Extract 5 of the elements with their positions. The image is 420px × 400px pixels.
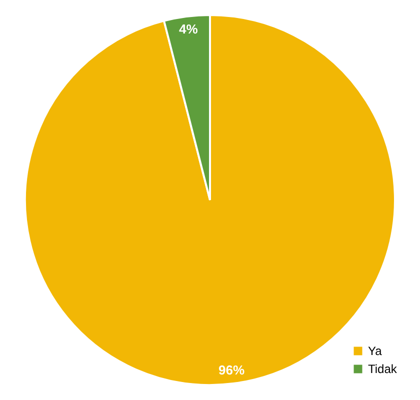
data-label: 96%: [218, 362, 245, 378]
pie-slice: [24, 14, 396, 386]
legend-label: Ya: [368, 344, 382, 358]
data-label: 4%: [179, 21, 198, 36]
legend-label: Tidak: [368, 362, 398, 376]
